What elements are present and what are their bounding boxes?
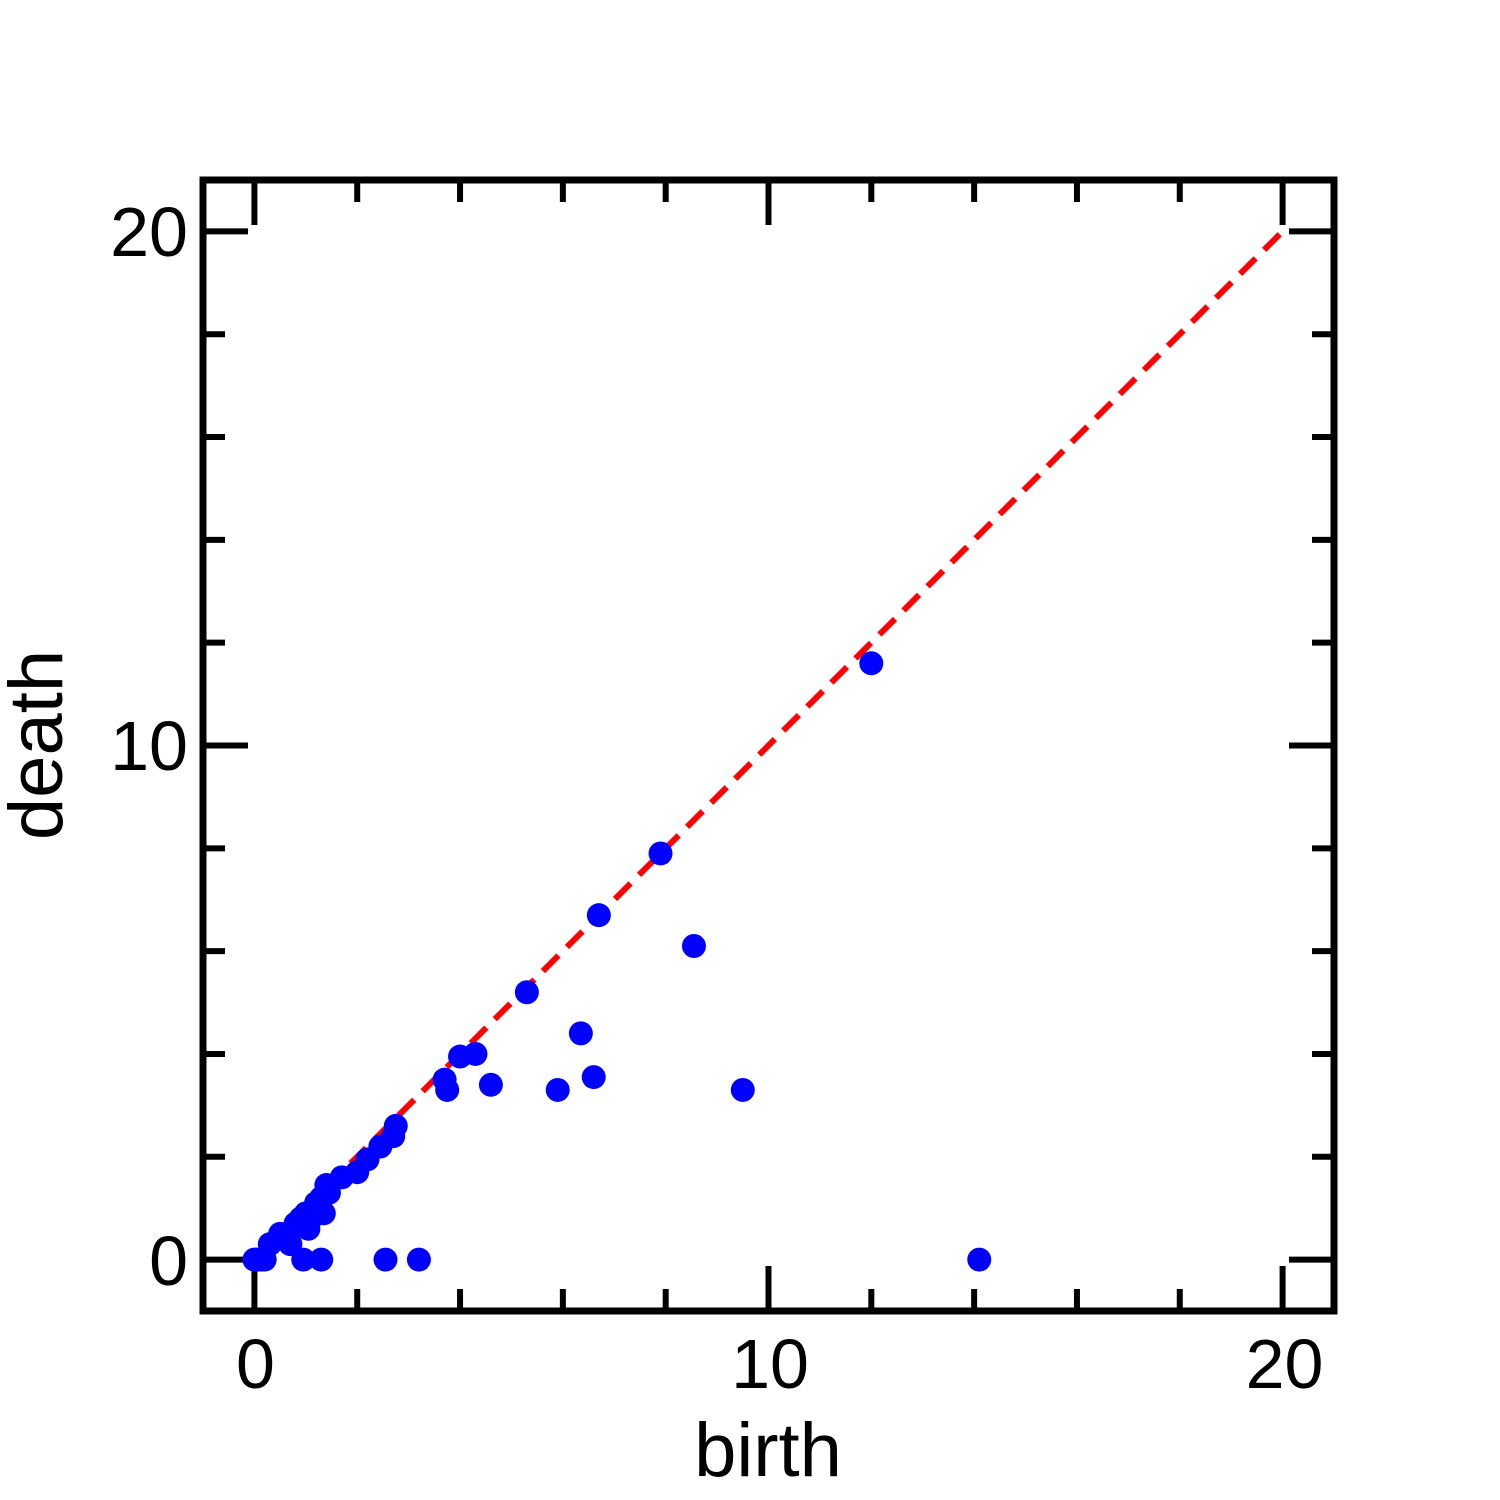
- data-point-37: [581, 1065, 606, 1090]
- data-point-42: [859, 651, 884, 676]
- x-tick-label-10: 10: [731, 1325, 809, 1403]
- y-tick-label-0: 0: [149, 1222, 188, 1300]
- data-point-24: [383, 1113, 408, 1138]
- data-point-39: [648, 841, 673, 866]
- x-tick-label-20: 20: [1246, 1325, 1324, 1403]
- x-axis-title: birth: [694, 1408, 842, 1493]
- data-point-35: [545, 1077, 570, 1102]
- diagonal-reference-line: [252, 229, 1285, 1262]
- data-points: [242, 651, 992, 1272]
- y-tick-label-20: 20: [110, 193, 188, 271]
- data-point-30: [435, 1077, 460, 1102]
- data-point-27: [373, 1247, 398, 1272]
- data-point-32: [463, 1041, 488, 1066]
- diagonal-line: [252, 229, 1285, 1262]
- data-point-40: [681, 933, 706, 958]
- data-point-34: [514, 980, 539, 1005]
- tick-marks: [203, 180, 1334, 1311]
- data-point-25: [291, 1247, 316, 1272]
- data-point-16: [311, 1201, 336, 1226]
- x-tick-label-0: 0: [236, 1325, 275, 1403]
- data-point-41: [730, 1077, 755, 1102]
- data-point-28: [406, 1247, 431, 1272]
- data-point-26: [309, 1247, 334, 1272]
- plot-frame: [199, 176, 1338, 1315]
- data-point-33: [478, 1072, 503, 1097]
- data-point-38: [586, 903, 611, 928]
- y-axis-title: death: [0, 650, 79, 840]
- y-tick-label-10: 10: [110, 707, 188, 785]
- data-point-36: [568, 1021, 593, 1046]
- data-point-43: [967, 1247, 992, 1272]
